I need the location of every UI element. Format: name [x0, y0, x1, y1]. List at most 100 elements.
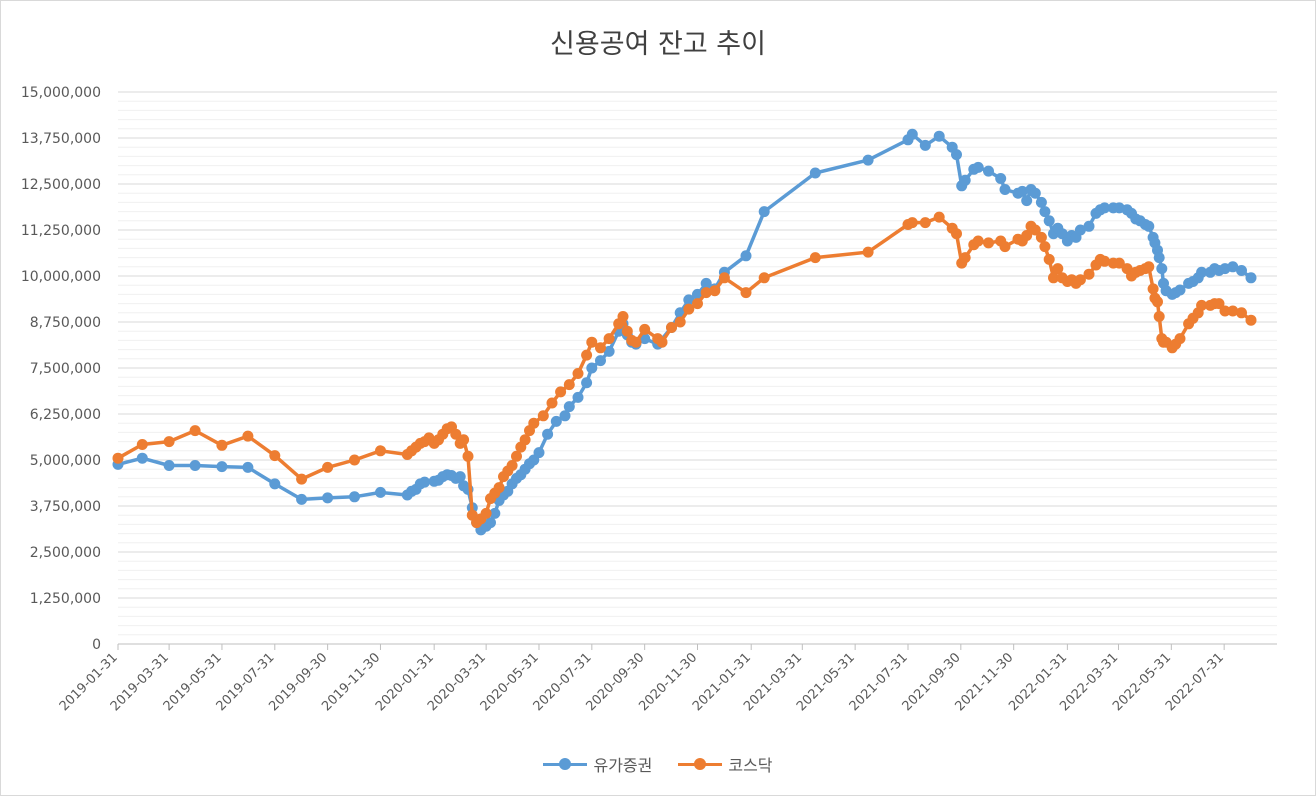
- data-point-series-2: [595, 342, 606, 354]
- data-point-series-2: [375, 445, 386, 457]
- data-point-series-2: [1227, 305, 1239, 317]
- data-point-series-1: [136, 452, 148, 464]
- data-point-series-2: [603, 333, 615, 345]
- data-point-series-2: [1196, 299, 1208, 311]
- data-point-series-1: [419, 476, 431, 488]
- data-point-series-1: [1021, 195, 1033, 207]
- data-point-series-1: [999, 184, 1011, 195]
- data-point-series-2: [511, 450, 522, 462]
- y-tick-label: 11,250,000: [21, 223, 101, 239]
- data-point-series-2: [493, 482, 505, 494]
- data-point-series-2: [528, 417, 540, 429]
- data-point-series-1: [740, 250, 752, 262]
- data-point-series-1: [683, 294, 695, 306]
- data-point-series-2: [809, 252, 821, 264]
- data-point-series-2: [656, 336, 668, 348]
- data-point-series-1: [542, 428, 554, 440]
- data-point-series-1: [563, 401, 575, 413]
- data-point-series-2: [1043, 253, 1055, 265]
- chart-title: 신용공여 잔고 추이: [550, 29, 766, 60]
- data-point-series-2: [862, 246, 874, 258]
- data-point-series-1: [489, 507, 501, 519]
- data-point-series-1: [1143, 220, 1155, 232]
- data-point-series-2: [906, 217, 918, 229]
- y-tick-label: 13,750,000: [21, 131, 101, 147]
- data-point-series-1: [1245, 272, 1257, 284]
- data-point-series-2: [1219, 305, 1231, 317]
- data-point-series-2: [666, 322, 677, 333]
- data-point-series-2: [683, 303, 695, 315]
- data-point-series-2: [758, 272, 770, 284]
- data-point-series-2: [555, 386, 567, 398]
- data-point-series-2: [617, 311, 629, 322]
- data-point-series-1: [700, 277, 712, 289]
- data-point-series-2: [1029, 224, 1041, 236]
- data-point-series-2: [572, 368, 584, 379]
- data-point-series-2: [1143, 261, 1155, 273]
- legend-swatch-series-2: [678, 757, 723, 771]
- data-point-series-1: [1083, 220, 1095, 232]
- data-point-series-2: [709, 285, 721, 297]
- data-point-series-2: [322, 461, 334, 473]
- data-point-series-1: [189, 460, 201, 471]
- data-point-series-1: [349, 491, 360, 503]
- data-point-series-2: [546, 397, 558, 409]
- data-point-series-1: [1035, 196, 1047, 208]
- data-point-series-2: [700, 287, 712, 299]
- data-point-series-1: [322, 492, 334, 504]
- legend: 유가증권 코스닥: [0, 752, 1316, 776]
- data-point-series-2: [933, 211, 945, 223]
- data-point-series-1: [586, 362, 598, 374]
- data-point-series-2: [1021, 230, 1033, 241]
- data-point-series-1: [1153, 252, 1165, 264]
- data-point-series-2: [692, 298, 703, 310]
- data-point-series-1: [375, 486, 386, 498]
- data-point-series-2: [951, 228, 962, 240]
- data-point-series-2: [1147, 283, 1159, 295]
- data-point-series-2: [1074, 274, 1086, 286]
- data-point-series-1: [485, 517, 496, 529]
- data-point-series-1: [919, 139, 931, 151]
- data-point-series-1: [906, 128, 918, 140]
- data-point-series-1: [581, 377, 593, 389]
- data-point-series-1: [595, 355, 606, 367]
- data-point-series-2: [163, 436, 175, 448]
- data-point-series-2: [1152, 296, 1163, 308]
- data-point-series-1: [1074, 224, 1086, 236]
- data-point-series-2: [581, 349, 593, 361]
- data-point-series-2: [639, 323, 651, 335]
- data-point-series-2: [506, 460, 518, 471]
- legend-item-series-1: 유가증권: [543, 752, 652, 776]
- data-point-series-1: [972, 161, 984, 173]
- data-point-series-2: [1035, 231, 1047, 243]
- data-point-series-2: [959, 252, 971, 264]
- y-tick-label: 3,750,000: [30, 499, 101, 515]
- data-point-series-1: [1227, 261, 1239, 273]
- data-point-series-2: [674, 316, 686, 328]
- data-point-series-2: [1039, 241, 1051, 253]
- data-point-series-1: [1039, 206, 1051, 218]
- series-layer: [112, 128, 1257, 536]
- data-point-series-2: [1113, 257, 1125, 269]
- data-point-series-1: [296, 493, 308, 505]
- data-point-series-1: [550, 415, 562, 427]
- legend-swatch-series-1: [543, 757, 588, 771]
- data-point-series-2: [136, 439, 148, 450]
- x-axis: 2019-01-312019-03-312019-05-312019-07-31…: [57, 643, 1277, 714]
- y-tick-label: 12,500,000: [21, 177, 101, 193]
- data-point-series-1: [933, 130, 945, 142]
- data-point-series-2: [1099, 255, 1111, 267]
- data-point-series-2: [450, 428, 462, 440]
- data-point-series-1: [603, 345, 615, 357]
- data-point-series-1: [533, 447, 545, 459]
- data-point-series-2: [519, 434, 531, 446]
- data-point-series-1: [1099, 202, 1111, 214]
- data-point-series-2: [586, 336, 598, 348]
- data-point-series-2: [1052, 263, 1064, 275]
- data-point-series-2: [462, 450, 474, 462]
- legend-item-series-2: 코스닥: [678, 752, 773, 776]
- data-point-series-2: [216, 439, 228, 451]
- data-point-series-1: [1016, 185, 1028, 197]
- data-point-series-2: [1245, 314, 1257, 326]
